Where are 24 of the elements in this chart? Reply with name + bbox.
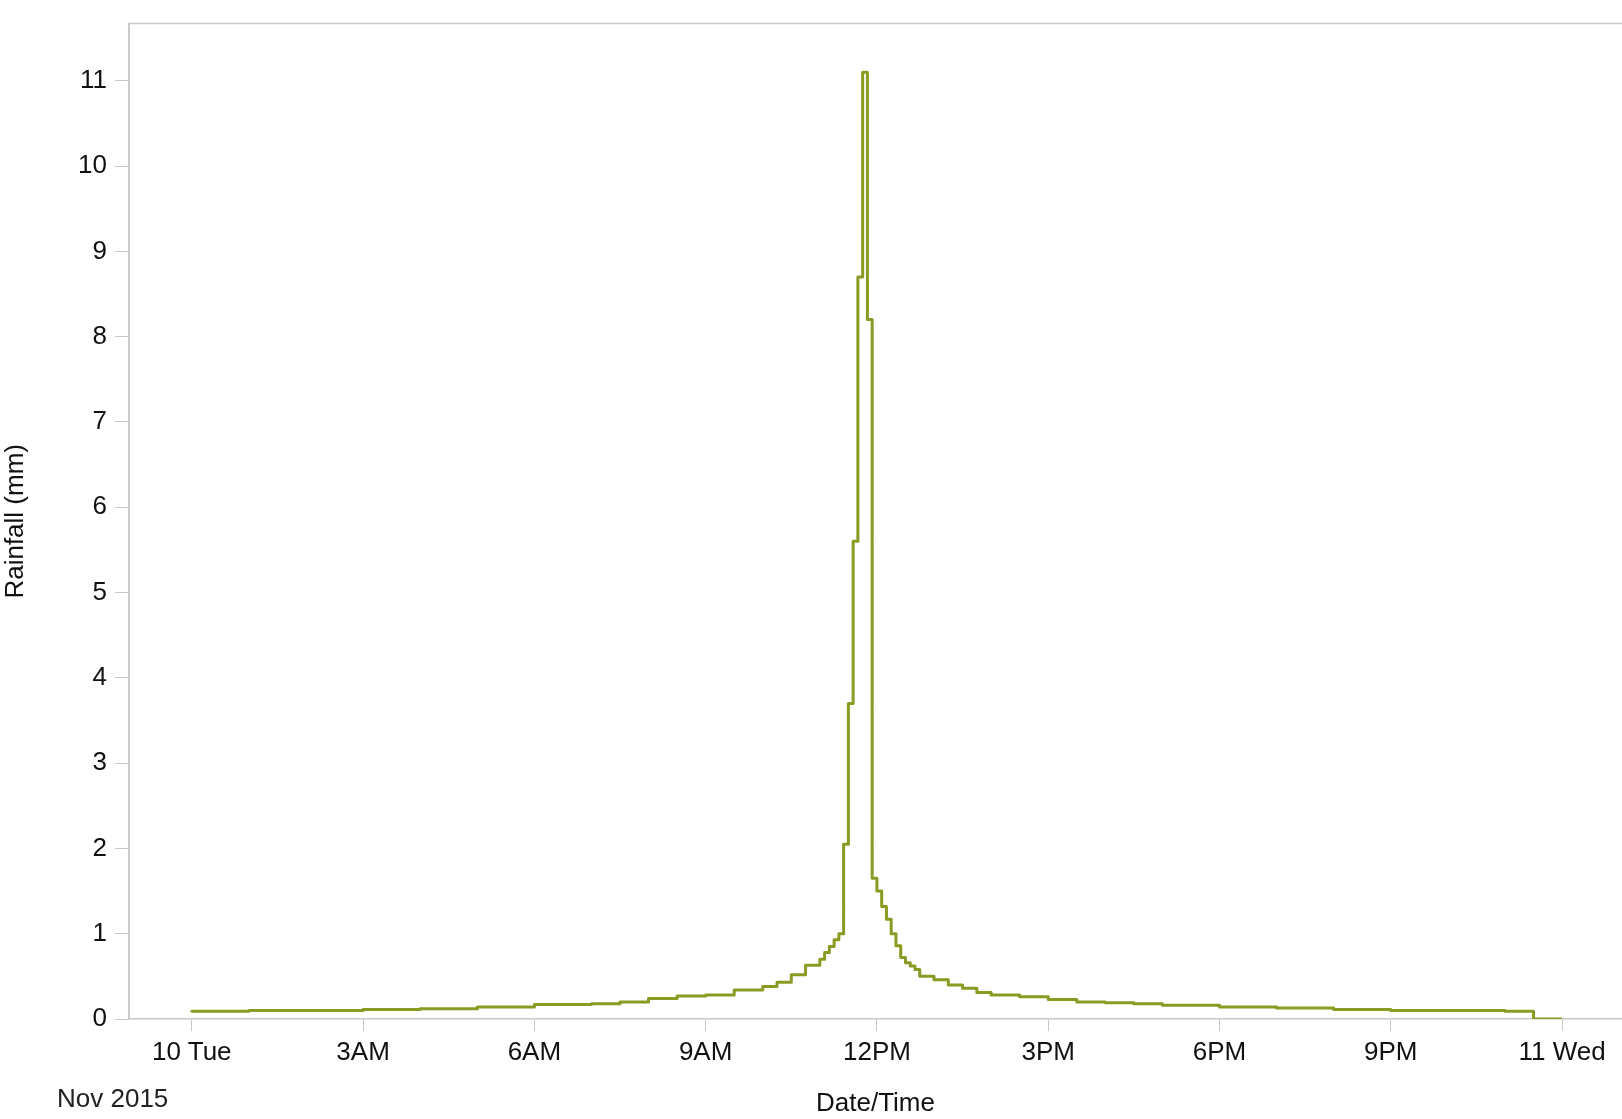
y-tick-label: 2 [92, 831, 107, 862]
y-tick-label: 5 [92, 575, 107, 606]
y-tick-label: 8 [92, 319, 107, 350]
y-tick-label: 0 [92, 1002, 107, 1033]
x-tick-label: 12PM [842, 1035, 911, 1066]
x-tick-label: 6PM [1192, 1035, 1247, 1066]
x-tick-label: 9AM [678, 1035, 733, 1066]
y-tick-label: 10 [78, 149, 107, 180]
x-tick-label: 9PM [1364, 1035, 1418, 1066]
y-tick-label: 4 [92, 660, 107, 691]
y-tick-label: 7 [92, 405, 107, 436]
x-tick-label: 6AM [507, 1035, 562, 1066]
x-tick-label: 3PM [1021, 1035, 1075, 1066]
y-tick-label: 3 [92, 746, 107, 777]
y-axis-title: Rainfall (mm) [0, 444, 29, 599]
y-tick-label: 6 [92, 490, 107, 521]
y-tick-label: 1 [92, 916, 107, 947]
x-tick-label: 11 Wed [1518, 1035, 1606, 1066]
x-axis-title: Date/Time [816, 1086, 935, 1117]
y-tick-label: 9 [92, 234, 107, 265]
x-tick-label: 3AM [336, 1035, 390, 1066]
y-tick-label: 11 [80, 63, 107, 94]
x-tick-label: 10 Tue [152, 1035, 232, 1066]
text: Nov 2015 [57, 1083, 169, 1114]
